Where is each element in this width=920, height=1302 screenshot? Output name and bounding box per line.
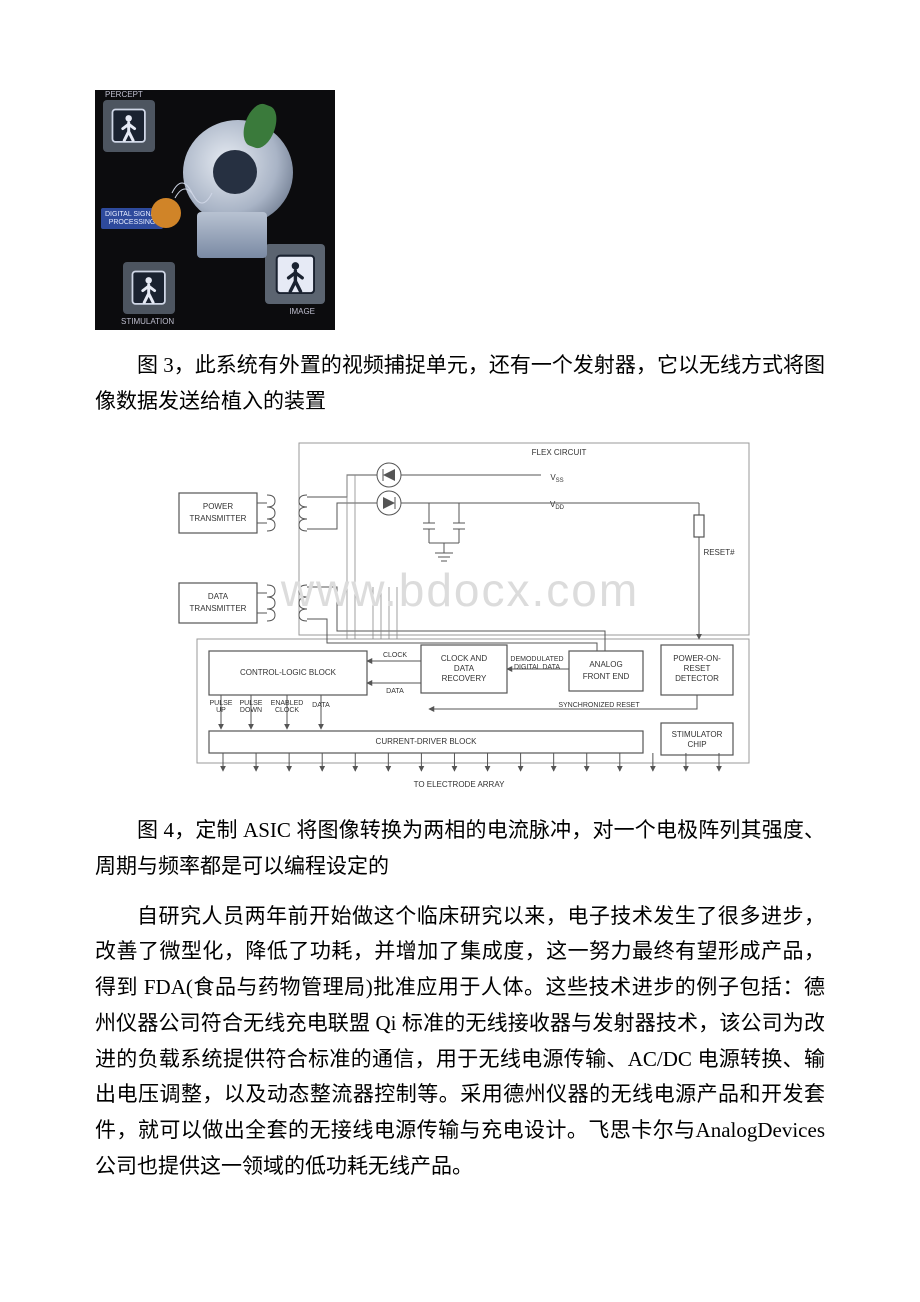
afe-label-1: ANALOG xyxy=(589,660,622,669)
cdr-label-3: RECOVERY xyxy=(442,674,487,683)
clock-signal-label: CLOCK xyxy=(383,652,407,659)
figure4-svg: FLEX CIRCUIT POWER TRANSMITTER DATA TRAN… xyxy=(159,433,761,793)
stimulation-sign-icon xyxy=(123,262,175,314)
enabled-clock-label: ENABLEDCLOCK xyxy=(271,700,304,714)
cdr-label-2: DATA xyxy=(454,664,475,673)
percept-sign-icon xyxy=(103,100,155,152)
stim-label-1: STIMULATOR xyxy=(672,730,723,739)
pulse-down-label: PULSEDOWN xyxy=(240,700,263,714)
data-signal-label: DATA xyxy=(386,688,404,695)
power-transmitter-block xyxy=(179,493,257,533)
stimulation-label: STIMULATION xyxy=(121,317,174,326)
data-transmitter-block xyxy=(179,583,257,623)
power-transmitter-label-2: TRANSMITTER xyxy=(190,514,247,523)
figure4-diagram: www.bdocx.com FLEX CIRCUIT POWER TRANSMI… xyxy=(159,433,761,793)
stim-label-2: CHIP xyxy=(687,740,706,749)
cdr-label-1: CLOCK AND xyxy=(441,654,487,663)
data-coil-primary-icon xyxy=(257,585,275,621)
power-coil-primary-icon xyxy=(257,495,275,531)
electrode-array-label: TO ELECTRODE ARRAY xyxy=(414,780,506,789)
figure4-caption: 图 4，定制 ASIC 将图像转换为两相的电流脉冲，对一个电极阵列其强度、周期与… xyxy=(95,813,825,884)
power-transmitter-label-1: POWER xyxy=(203,502,233,511)
percept-label: PERCEPT xyxy=(105,90,143,99)
body-paragraph: 自研究人员两年前开始做这个临床研究以来，电子技术发生了很多进步，改善了微型化，降… xyxy=(95,899,825,1185)
current-driver-label: CURRENT-DRIVER BLOCK xyxy=(376,737,478,746)
demod-label-1: DEMODULATED xyxy=(510,656,563,663)
demod-label-2: DIGITAL DATA xyxy=(514,664,560,671)
camera-icon xyxy=(197,212,267,258)
data-transmitter-label-1: DATA xyxy=(208,592,229,601)
por-label-1: POWER-ON- xyxy=(673,654,721,663)
flex-circuit-outline xyxy=(299,443,749,635)
afe-label-2: FRONT END xyxy=(583,672,630,681)
image-sign-icon xyxy=(265,244,325,304)
wireless-waves-icon xyxy=(167,168,217,218)
figure3-photo-frame: PERCEPT STIMULATION IMAGE DIGITAL SIGNAL… xyxy=(95,90,335,330)
flex-circuit-label: FLEX CIRCUIT xyxy=(532,448,587,457)
control-logic-label: CONTROL-LOGIC BLOCK xyxy=(240,668,337,677)
por-label-2: RESET xyxy=(684,664,711,673)
sync-reset-label: SYNCHRONIZED RESET xyxy=(558,702,640,709)
analog-front-end-block xyxy=(569,651,643,691)
figure3-caption: 图 3，此系统有外置的视频捕捉单元，还有一个发射器，它以无线方式将图像数据发送给… xyxy=(95,348,825,419)
data-transmitter-label-2: TRANSMITTER xyxy=(190,604,247,613)
por-label-3: DETECTOR xyxy=(675,674,719,683)
data2-label: DATA xyxy=(312,702,330,709)
figure3-photo: PERCEPT STIMULATION IMAGE DIGITAL SIGNAL… xyxy=(95,90,335,330)
eye-pupil-icon xyxy=(213,150,257,194)
reset-label: RESET# xyxy=(703,548,735,557)
image-label: IMAGE xyxy=(289,307,315,316)
